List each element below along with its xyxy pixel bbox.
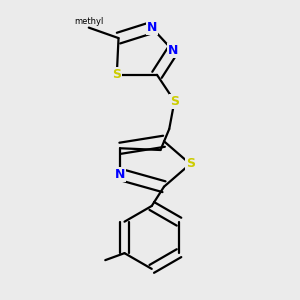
Text: S: S [186,158,195,170]
Text: N: N [167,44,178,57]
Text: methyl: methyl [74,17,103,26]
Text: N: N [147,21,157,34]
Text: S: S [170,94,179,107]
Text: N: N [115,168,125,181]
Text: S: S [112,68,121,81]
